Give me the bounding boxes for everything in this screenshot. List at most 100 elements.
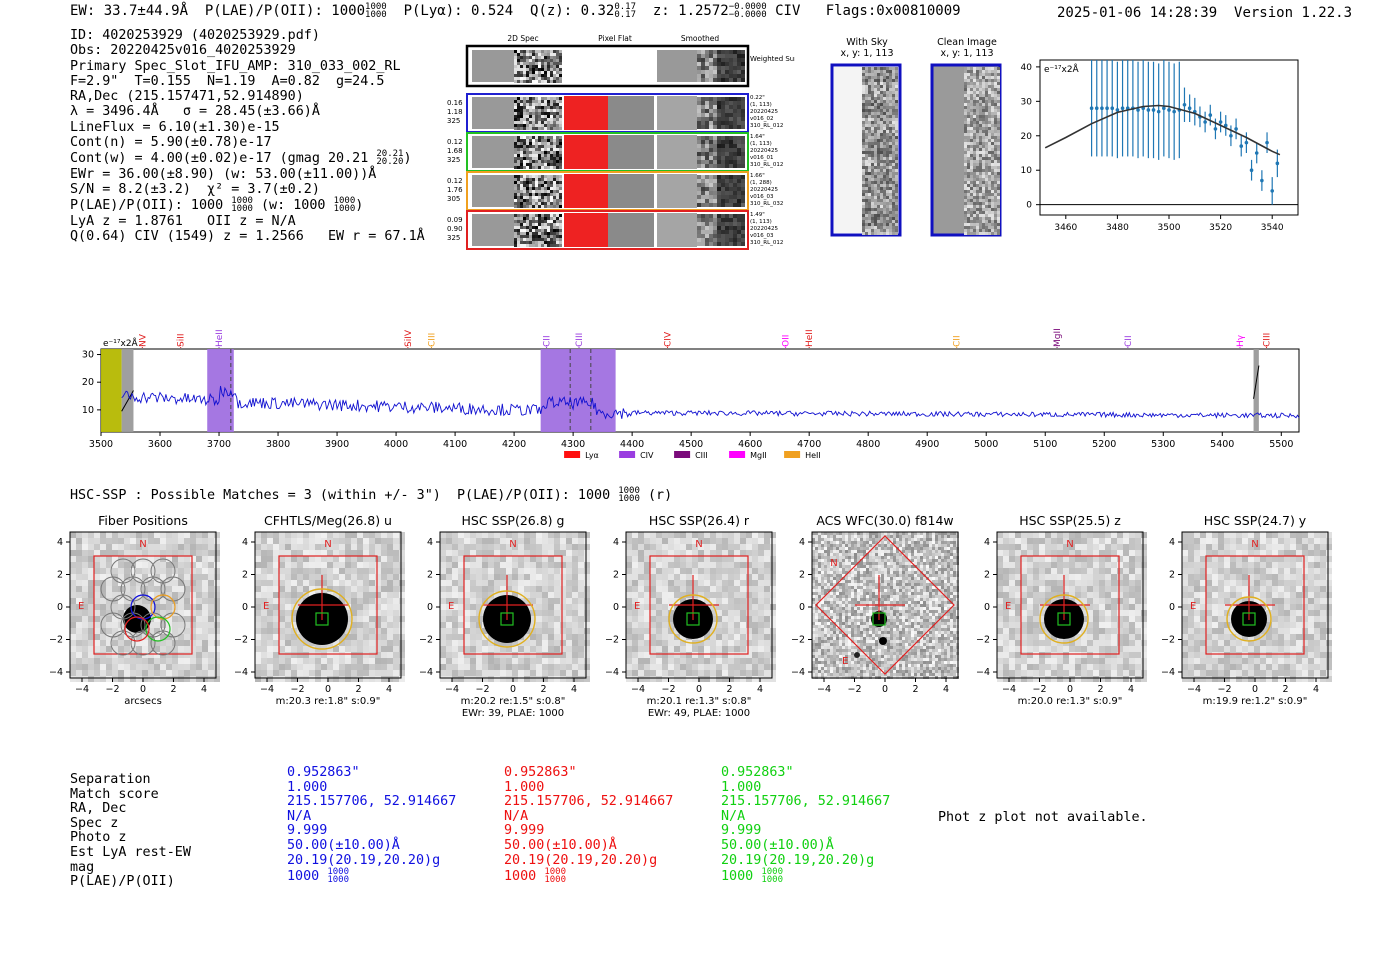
x-tick-label: 4 — [943, 684, 949, 695]
x-tick-label: −4 — [1002, 684, 1016, 695]
pixel-flat-gray — [608, 213, 654, 247]
y-tick-label: 30 — [82, 350, 94, 361]
y-tick-label: −4 — [50, 667, 63, 678]
y-tick-label: 30 — [1021, 97, 1033, 107]
fiber-row-right-value: 1.49" — [750, 212, 765, 218]
data-point — [1187, 106, 1192, 111]
cutout-title: HSC SSP(25.5) z — [1019, 513, 1121, 528]
match-value: 1000 1000 1000 — [721, 868, 890, 885]
smoothed-noise — [697, 136, 745, 168]
x-tick-label: 3480 — [1106, 223, 1129, 233]
header-ew: EW: 33.7±44.9Å — [70, 3, 189, 19]
cutout-title: HSC SSP(24.7) y — [1204, 513, 1307, 528]
aperture-circle — [478, 590, 536, 648]
contw-text: Cont(w) = 4.00(±0.02)e-17 (gmag 20.21 — [70, 151, 369, 167]
x-tick-label: 0 — [1067, 684, 1073, 695]
highlight-band — [1253, 349, 1259, 432]
fiber-row-left-value: 0.16 — [447, 99, 463, 107]
match-value: N/A — [504, 809, 673, 825]
y-tick-label: 4 — [613, 537, 619, 548]
fiber-circle-red — [124, 616, 150, 642]
frac-top: 1000 — [544, 867, 566, 878]
hsc-text: HSC-SSP : Possible Matches = 3 (within +… — [70, 488, 611, 503]
y-tick-label: −4 — [791, 667, 805, 678]
y-tick-label: 4 — [799, 537, 805, 548]
y-tick-label: 0 — [613, 602, 619, 613]
match-value-text: 20.19(20.19,20.20)g — [287, 852, 441, 868]
highlight-band — [101, 349, 122, 432]
smoothed-noise — [697, 214, 745, 246]
compass-east: E — [634, 601, 640, 612]
legend-label: HeII — [805, 451, 821, 460]
fiber-2d-noise — [514, 175, 562, 208]
cutout-subtitle: m:20.0 re:1.3" s:0.9" — [1018, 696, 1123, 707]
compass-north: N — [1251, 539, 1258, 550]
data-point — [1146, 108, 1151, 112]
header-qz-frac: 0.17 0.17 — [614, 3, 636, 20]
aperture-circle — [1226, 596, 1272, 642]
x-tick-label: −4 — [631, 684, 645, 695]
frac-bottom: 1000 — [231, 204, 253, 215]
legend-swatch — [674, 451, 691, 458]
fiber-row-left-value: 325 — [447, 156, 460, 164]
hsc-frac: 1000 1000 — [618, 487, 640, 504]
data-point — [1167, 108, 1171, 112]
weighted-sum-label: Weighted Sum — [750, 55, 795, 63]
column-header: Smoothed — [681, 34, 720, 43]
frac-bottom: 20.20 — [376, 157, 404, 168]
highlight-band — [121, 349, 134, 432]
fiber-circle-orange — [150, 594, 176, 620]
clean-xy: x, y: 1, 113 — [940, 48, 994, 59]
fiber-row-bg — [472, 214, 514, 246]
match-label: Match score — [70, 786, 159, 802]
info-contn: Cont(n) = 5.90(±0.78)e-17 — [70, 135, 272, 151]
y-tick-label: −2 — [234, 635, 248, 646]
cutout-subtitle: m:20.3 re:1.8" s:0.9" — [276, 696, 381, 707]
frac-top: 20.21 — [376, 149, 404, 160]
header-line-name: CIV — [775, 3, 801, 19]
header-plae: P(LAE)/P(OII): 1000 — [204, 3, 366, 19]
pixel-flat-gray — [608, 174, 654, 208]
header-version: Version 1.22.3 — [1234, 5, 1353, 21]
fiber-row-right-value: 20220425 — [750, 148, 778, 154]
emission-line-label: SiIV — [404, 329, 414, 347]
x-tick-label: 4300 — [561, 439, 585, 450]
compass-north: N — [695, 539, 702, 550]
emission-line-label: Hγ — [1236, 334, 1246, 347]
data-point — [1260, 178, 1264, 183]
fiber-row-bg — [472, 175, 514, 207]
match-value-text: N/A — [287, 808, 312, 824]
compass-east: E — [842, 656, 848, 667]
match-value-text: 1.000 — [504, 779, 545, 795]
fiber-circle — [130, 630, 156, 656]
frac-bottom: 1000 — [618, 494, 640, 504]
match-value: 1.000 — [504, 779, 673, 796]
y-tick-label: 2 — [242, 570, 248, 581]
data-point — [1249, 168, 1254, 173]
x-tick-label: −4 — [817, 684, 831, 695]
header-z-frac: −0.0000 −0.0000 — [729, 3, 767, 20]
match-value: 1.000 — [721, 780, 890, 796]
match-value-text: 1000 — [504, 869, 537, 885]
clean-image-header: Clean Image x, y: 1, 113 — [930, 37, 1004, 59]
x-tick-label: 2 — [1282, 684, 1288, 695]
compass-north: N — [324, 539, 331, 550]
emission-line-label: NV — [138, 333, 148, 347]
fiber-2d-noise — [514, 97, 562, 130]
x-tick-label: 2 — [170, 684, 176, 695]
y-tick-label: −4 — [234, 667, 248, 678]
match-frac: 1000 1000 — [327, 868, 349, 885]
compass-north: N — [830, 558, 837, 569]
source-blob — [854, 652, 860, 658]
clean-title: Clean Image — [937, 37, 997, 48]
x-tick-label: 3700 — [207, 439, 231, 450]
x-tick-label: 5300 — [1151, 439, 1175, 450]
data-point — [1182, 102, 1187, 107]
y-tick-label: 10 — [82, 405, 94, 416]
header-summary: EW: 33.7±44.9Å P(LAE)/P(OII): 1000 1000 10… — [70, 3, 961, 20]
fiber-row-left-value: 325 — [447, 234, 460, 242]
clean-image — [930, 63, 1002, 237]
match-value-text: 20.19(20.19,20.20)g — [504, 852, 658, 868]
compass-east: E — [448, 601, 454, 612]
